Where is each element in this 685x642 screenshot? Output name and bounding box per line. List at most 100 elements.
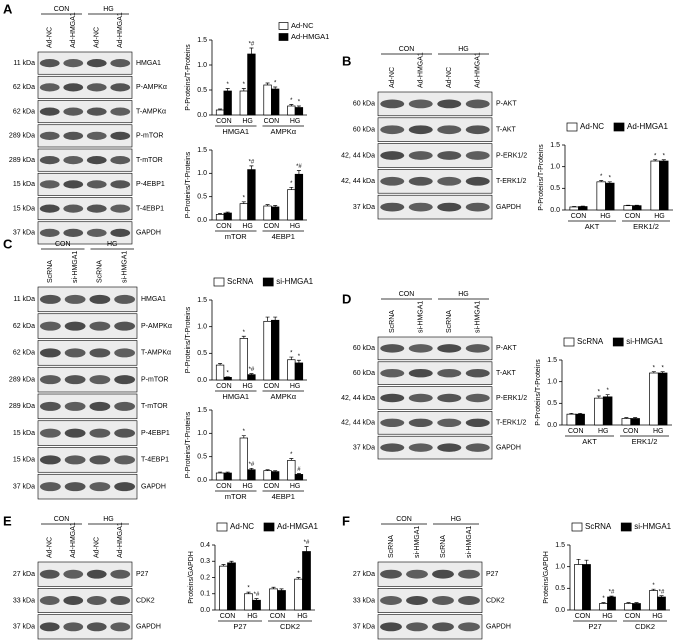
y-axis-label: P-Proteins/T-Proteins [535,359,542,426]
y-tick-label: 0.5 [547,400,557,407]
blot-band [380,151,405,160]
blot-band [110,569,131,579]
error-bar [273,86,278,89]
blot-band [114,294,136,304]
blot-band [64,348,86,358]
error-bar [296,577,301,580]
legend-label: Ad-NC [580,122,604,131]
protein-label: P27 [486,571,499,578]
blot-band [465,344,490,353]
kda-label: 11 kDa [13,296,35,303]
group-label: P27 [233,622,246,631]
blot-band [465,151,490,160]
condition-label: CON [399,291,415,298]
protein-label: T-AKT [496,370,517,377]
error-bar [651,588,656,591]
significance-mark: * [606,388,609,394]
blot-band [86,156,107,165]
blot-band [458,622,480,632]
y-tick-label: 0.5 [197,350,207,357]
blot-band [64,321,86,331]
blot-band [110,131,131,140]
y-tick-label: 0.0 [197,477,207,484]
lane-label: ScRNA [97,260,104,283]
blot-band [39,428,61,438]
error-bar [653,159,658,162]
significance-mark: * [243,330,246,336]
blot-band [63,107,84,116]
blot-band [110,59,131,68]
blot-band [465,368,490,378]
y-axis-label: Proteins/GAPDH [188,551,195,604]
error-bar [249,467,254,470]
bar [294,474,304,481]
group-label: P27 [588,622,601,631]
protein-label: GAPDH [496,444,521,451]
significance-mark: * [290,98,293,104]
bar [659,160,669,211]
bar [294,362,304,381]
blot-band [39,180,60,189]
bar [630,418,640,426]
blot-band [458,596,480,605]
blot-band [465,443,490,452]
significance-mark: * [298,100,301,106]
protein-label: T-AMPKα [141,350,171,357]
blot-band [39,228,60,237]
blot-band [64,401,86,411]
bar [287,189,296,221]
group-label: CDK2 [280,622,300,631]
blot-band [39,204,60,213]
blot-band [39,401,61,411]
protein-label: T-ERK1/2 [496,420,526,427]
protein-label: P-mTOR [141,376,168,383]
error-bar [246,591,251,594]
blot-strip [37,100,133,124]
y-tick-label: 1.0 [550,164,560,171]
blot-strip [37,197,133,221]
blot-band [465,99,490,109]
blot-strip [377,169,493,194]
y-tick-label: 0.0 [555,607,565,614]
blot-band [437,344,462,353]
y-tick-label: 1.5 [197,297,207,304]
protein-label: T-mTOR [141,403,168,410]
blot-band [86,228,107,237]
error-bar [659,595,664,597]
blot-band [39,348,61,358]
lane-label: ScRNA [388,535,395,558]
blot-band [437,99,462,109]
lane-label: Ad-NC [47,27,54,48]
condition-label: HG [458,291,469,298]
legend-swatch [278,22,289,30]
protein-label: CDK2 [136,597,155,604]
error-bar [218,363,223,366]
blot-band [380,202,405,212]
legend-label: si-HMGA1 [276,277,313,286]
y-tick-label: 1.0 [197,324,207,331]
blot-band [380,622,402,632]
x-tick-label: HG [290,383,301,390]
significance-mark: *# [254,592,260,598]
error-bar [601,602,606,604]
group-label: ERK1/2 [632,437,658,446]
error-bar [569,412,574,415]
blot-band [86,131,107,140]
bar [294,107,304,116]
protein-label: T-4EBP1 [141,457,169,464]
significance-mark: * [598,390,601,396]
kda-label: 33 kDa [13,597,35,604]
group-label: CDK2 [635,622,655,631]
bar [271,319,280,381]
blot-band [406,569,428,579]
x-tick-label: HG [598,428,609,435]
legend-label: ScRNA [577,337,604,346]
error-bar [609,595,614,597]
bar [582,564,591,611]
y-tick-label: 0.0 [197,377,207,384]
legend-label: Ad-HMGA1 [277,522,318,531]
protein-label: P-AKT [496,101,517,108]
blot-band [437,418,462,428]
legend-swatch [263,522,275,532]
bar [294,578,303,611]
